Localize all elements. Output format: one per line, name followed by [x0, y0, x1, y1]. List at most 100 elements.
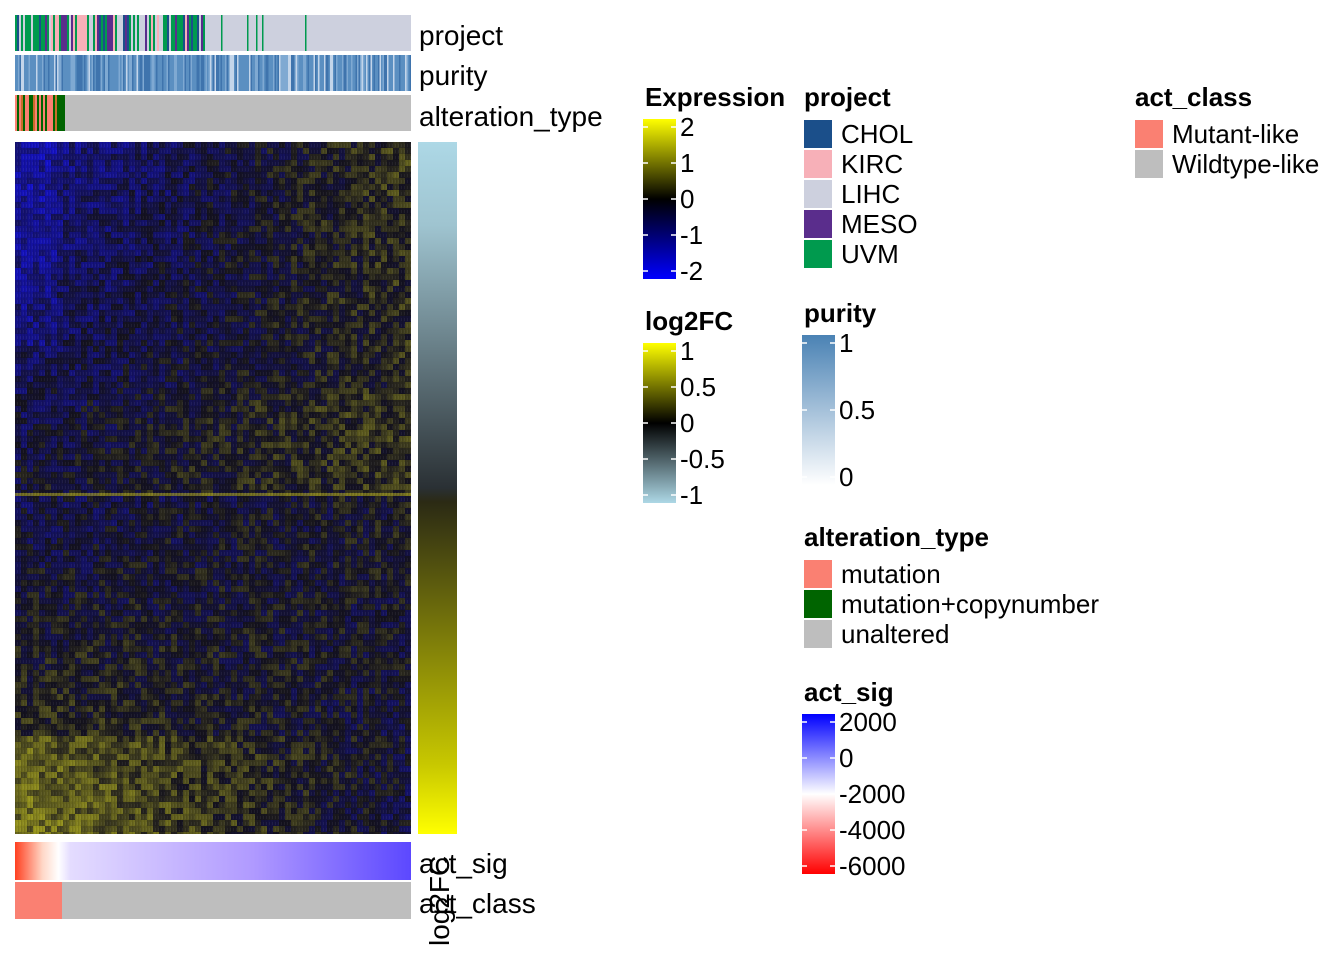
purity-stripe — [331, 55, 333, 91]
purity-stripe — [297, 55, 299, 91]
purity-stripe — [252, 55, 254, 91]
purity-stripe — [142, 55, 144, 91]
project-stripe — [55, 15, 57, 51]
project-stripe — [47, 15, 49, 51]
project-stripe — [119, 15, 121, 51]
purity-stripe — [220, 55, 222, 91]
purity-stripe — [189, 55, 191, 91]
project-stripe — [169, 15, 171, 51]
project-stripe — [113, 15, 115, 51]
purity-stripe — [177, 55, 179, 91]
purity-stripe — [214, 55, 216, 91]
purity-stripe — [169, 55, 171, 91]
purity-stripe — [328, 55, 330, 91]
purity-stripe — [265, 55, 267, 91]
purity-stripe — [186, 55, 188, 91]
purity-stripe — [163, 55, 165, 91]
purity-stripe — [378, 55, 380, 91]
project-stripe — [133, 15, 135, 51]
purity-stripe — [88, 55, 90, 91]
purity-stripe — [291, 55, 293, 91]
purity-stripe — [375, 55, 377, 91]
project-stripe — [29, 15, 31, 51]
purity-stripe — [312, 55, 314, 91]
purity-stripe — [115, 55, 117, 91]
purity-stripe — [235, 55, 237, 91]
purity-stripe — [324, 55, 326, 91]
project-stripe — [181, 15, 183, 51]
purity-stripe — [117, 55, 119, 91]
project-stripe — [61, 15, 63, 51]
project-stripe — [71, 15, 73, 51]
alteration-stripe — [61, 95, 63, 131]
project-stripe — [151, 15, 153, 51]
purity-stripe — [105, 55, 107, 91]
project-stripe — [125, 15, 127, 51]
project-stripe — [37, 15, 39, 51]
alteration-track-base — [15, 95, 411, 131]
purity-stripe — [316, 55, 318, 91]
purity-stripe — [202, 55, 204, 91]
purity-stripe — [66, 55, 68, 91]
purity-stripe — [216, 55, 218, 91]
purity-stripe — [114, 55, 116, 91]
project-stripe — [153, 15, 155, 51]
alteration-stripe — [23, 95, 25, 131]
project-stripe — [161, 15, 163, 51]
purity-stripe — [150, 55, 152, 91]
purity-stripe — [388, 55, 390, 91]
purity-stripe — [391, 55, 393, 91]
purity-stripe — [49, 55, 51, 91]
purity-stripe — [304, 55, 306, 91]
purity-stripe — [303, 55, 305, 91]
purity-stripe — [69, 55, 71, 91]
purity-annotation-track — [15, 55, 411, 91]
purity-stripe — [300, 55, 302, 91]
purity-stripe — [90, 55, 92, 91]
purity-stripes — [15, 55, 411, 91]
project-stripe — [31, 15, 33, 51]
purity-stripe — [354, 55, 356, 91]
purity-stripe — [225, 55, 227, 91]
purity-stripe — [403, 55, 405, 91]
project-stripe — [262, 15, 264, 51]
purity-stripe — [37, 55, 39, 91]
purity-stripe — [67, 55, 69, 91]
alteration-stripe — [35, 95, 37, 131]
purity-stripe — [118, 55, 120, 91]
purity-stripe — [357, 55, 359, 91]
purity-stripe — [18, 55, 20, 91]
project-stripe — [117, 15, 119, 51]
alteration-stripe — [33, 95, 35, 131]
purity-stripe — [193, 55, 195, 91]
purity-stripe — [283, 55, 285, 91]
purity-stripe — [346, 55, 348, 91]
project-annotation-track — [15, 15, 411, 51]
project-stripe — [127, 15, 129, 51]
purity-stripe — [178, 55, 180, 91]
project-stripe — [45, 15, 47, 51]
purity-stripe — [319, 55, 321, 91]
project-stripe — [177, 15, 179, 51]
purity-stripe — [180, 55, 182, 91]
project-stripe — [187, 15, 189, 51]
project-stripe — [25, 15, 27, 51]
purity-stripe — [327, 55, 329, 91]
purity-stripe — [301, 55, 303, 91]
purity-stripe — [183, 55, 185, 91]
purity-stripe — [246, 55, 248, 91]
purity-stripe — [87, 55, 89, 91]
purity-stripe — [381, 55, 383, 91]
purity-stripe — [96, 55, 98, 91]
purity-stripe — [159, 55, 161, 91]
purity-stripe — [141, 55, 143, 91]
purity-stripe — [390, 55, 392, 91]
purity-stripe — [43, 55, 45, 91]
purity-stripe — [222, 55, 224, 91]
purity-stripe — [213, 55, 215, 91]
purity-stripe — [345, 55, 347, 91]
project-stripe — [103, 15, 105, 51]
purity-stripe — [166, 55, 168, 91]
purity-stripe — [409, 55, 411, 91]
